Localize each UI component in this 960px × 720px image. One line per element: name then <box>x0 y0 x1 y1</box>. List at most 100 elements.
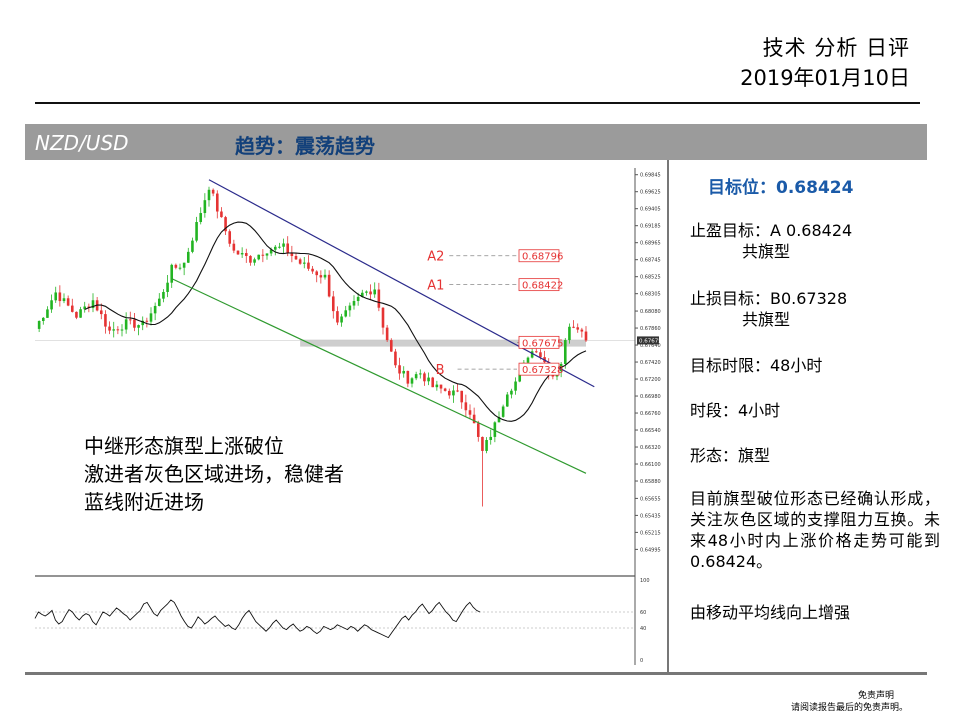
candle-bull <box>79 309 82 318</box>
candle-bull <box>278 246 281 248</box>
candle-bull <box>410 378 414 384</box>
price-tick-label: 0.69405 <box>640 207 661 213</box>
price-tick-label: 0.66100 <box>640 462 661 468</box>
candle-bear <box>336 311 339 323</box>
level-box <box>518 335 560 349</box>
candle-bull <box>373 289 377 295</box>
chart-annotation: 中继形态旗型上涨破位 激进者灰色区域进场，稳健者 蓝线附近进场 <box>84 432 344 516</box>
candle-bull <box>124 319 128 330</box>
candle-bull <box>452 390 455 396</box>
candle-bear <box>327 274 331 297</box>
analysis-description: 目前旗型破位形态已经确认形成，关注灰色区域的支撑阻力互换。未来48小时内上涨价格… <box>690 489 940 571</box>
candle-bull <box>365 291 368 293</box>
candle-bull <box>269 249 273 254</box>
annotation-line-3: 蓝线附近进场 <box>84 490 204 514</box>
candle-bull <box>157 298 161 306</box>
candle-bear <box>576 327 580 330</box>
stop-loss-value: 止损目标：B0.67328 <box>690 289 848 308</box>
price-tick-label: 0.66980 <box>640 394 661 400</box>
candle-bear <box>472 414 476 424</box>
candle-bear <box>58 292 62 302</box>
candle-bear <box>377 289 381 308</box>
candle-bear <box>220 211 223 218</box>
level-value: 0.68796 <box>522 252 563 263</box>
candle-bull <box>265 253 269 256</box>
current-price-tag <box>637 336 659 345</box>
title-bar: NZD/USD 趋势：震荡趋势 <box>25 124 927 160</box>
time-period: 时段：4小时 <box>690 401 781 420</box>
candle-bear <box>290 253 294 257</box>
candle-bull <box>153 305 157 314</box>
level-value: 0.67328 <box>522 365 563 376</box>
moving-average-note: 由移动平均线向上增强 <box>690 603 851 622</box>
candle-bull <box>240 253 244 255</box>
take-profit-note: 共旗型 <box>742 242 791 261</box>
candle-bear <box>128 319 132 321</box>
candle-bear <box>319 275 323 278</box>
candle-bear <box>398 365 401 374</box>
candle-bull <box>203 200 207 214</box>
candle-bull <box>302 262 306 264</box>
level-layer: 0.68796 A2 0.68422 A1 0.67675 0.67328 B <box>427 249 563 378</box>
candle-bear <box>572 326 575 328</box>
annotation-line-2: 激进者灰色区域进场，稳健者 <box>84 462 344 486</box>
candle-bull <box>137 325 140 328</box>
candle-bull <box>83 306 87 310</box>
candle-bear <box>481 436 484 451</box>
candle-bear <box>423 373 426 382</box>
price-axis: 0.69845 0.69625 0.69405 0.69185 0.68965 0.687… <box>634 168 662 665</box>
candle-bear <box>394 351 397 366</box>
candle-bear <box>406 370 410 384</box>
candle-bear <box>145 320 149 322</box>
stop-loss-note: 共旗型 <box>742 310 791 329</box>
report-date: 2019年01月10日 <box>740 66 910 90</box>
level-box <box>518 278 560 292</box>
oscillator-tick-label: 60 <box>640 610 646 616</box>
channel-upper-line <box>208 179 595 388</box>
gray-zone <box>300 339 586 347</box>
price-tick-label: 0.68745 <box>640 258 661 264</box>
candle-bull <box>568 326 571 341</box>
candle-bull <box>191 240 194 252</box>
candle-bull <box>402 370 406 374</box>
candle-bull <box>54 292 58 301</box>
candle-bear <box>584 331 588 341</box>
price-tick-label: 0.65215 <box>640 530 661 536</box>
candle-layer <box>37 186 588 507</box>
candle-bull <box>435 384 439 388</box>
candle-bull <box>530 351 534 358</box>
price-tick-label: 0.68525 <box>640 275 661 281</box>
candle-bull <box>195 222 198 241</box>
price-tick-label: 0.68080 <box>640 309 661 315</box>
candle-bull <box>418 373 422 375</box>
price-chart: 0.68796 A2 0.68422 A1 0.67675 0.67328 B 0.6984… <box>34 168 662 665</box>
panel-divider <box>667 160 669 672</box>
candle-bull <box>360 292 364 297</box>
candle-bear <box>66 298 70 306</box>
candle-bear <box>298 259 302 264</box>
candle-bear <box>447 390 451 396</box>
current-price-label: 0.67675 <box>639 338 662 344</box>
candle-bull <box>501 406 505 417</box>
candle-bear <box>580 329 584 332</box>
level-value: 0.67675 <box>522 338 563 349</box>
price-tick-label: 0.65435 <box>640 513 661 519</box>
price-tick-label: 0.65880 <box>640 479 661 485</box>
take-profit-value: 止盈目标：A 0.68424 <box>690 221 853 240</box>
candle-bear <box>70 305 74 312</box>
price-tick-label: 0.69845 <box>640 173 661 179</box>
candle-bear <box>539 352 542 358</box>
candle-bear <box>315 271 319 276</box>
candle-bull <box>497 416 501 423</box>
candle-bull <box>112 329 116 331</box>
candle-bull <box>414 374 418 379</box>
oscillator-tick-label: 0 <box>640 658 643 664</box>
currency-pair: NZD/USD <box>35 131 129 155</box>
candle-bull <box>356 296 360 302</box>
candle-bull <box>50 300 53 310</box>
candle-bear <box>460 390 464 403</box>
level-name: B <box>436 363 445 378</box>
candle-bull <box>344 310 348 317</box>
candle-bear <box>211 189 215 194</box>
disclaimer-title: 免责声明 <box>857 691 894 701</box>
